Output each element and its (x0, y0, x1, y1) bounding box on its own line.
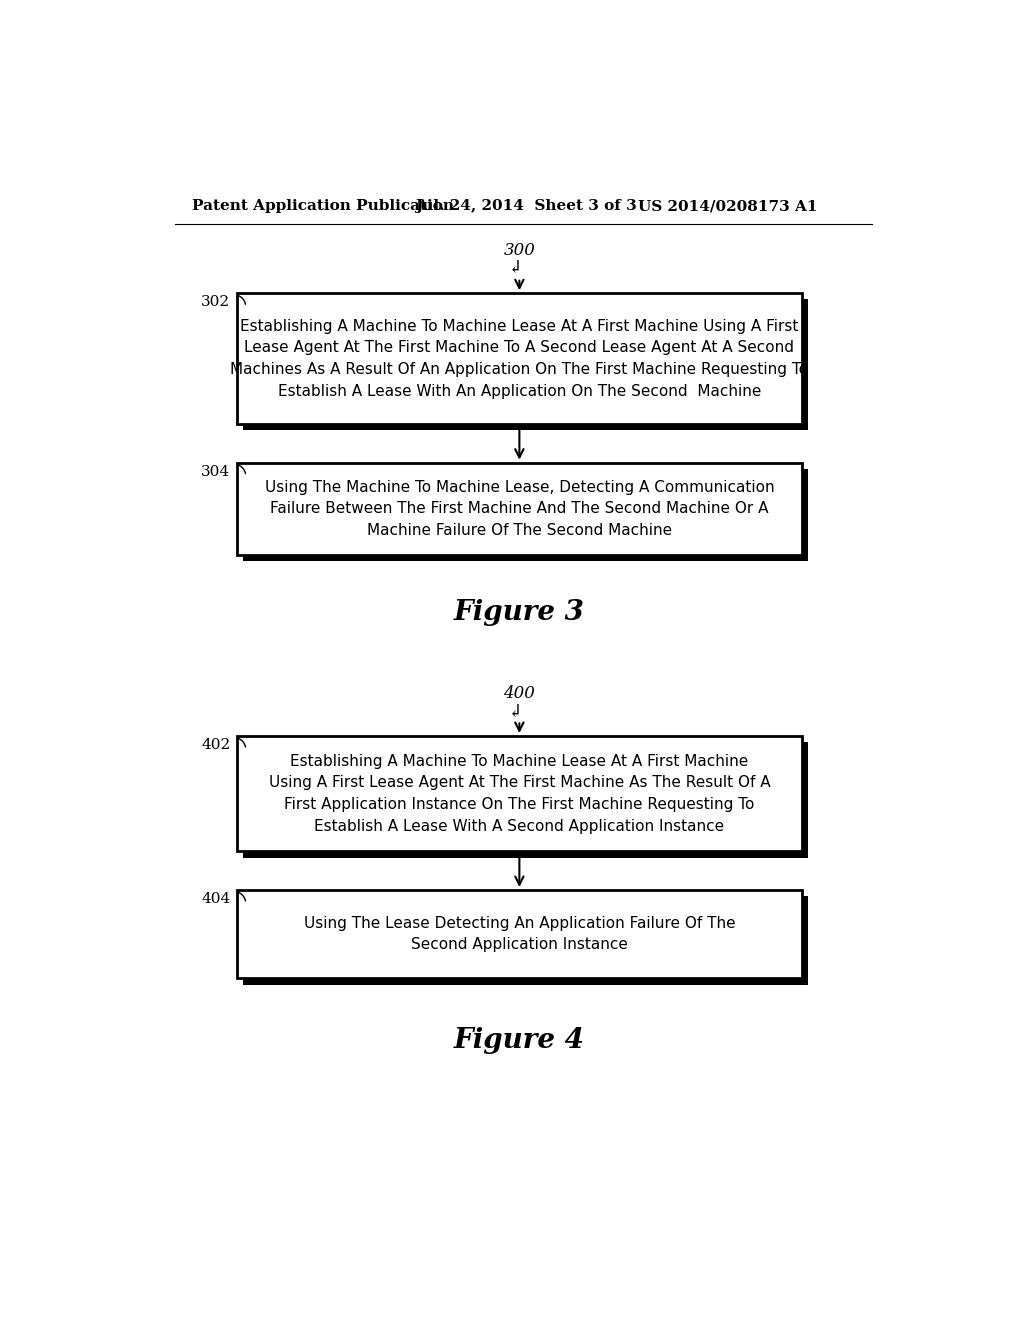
Bar (243, 300, 809, 430)
Text: 404: 404 (201, 892, 230, 907)
Bar (243, 469, 809, 561)
Text: 300: 300 (504, 243, 536, 259)
Text: Figure 4: Figure 4 (454, 1027, 585, 1053)
Text: Jul. 24, 2014  Sheet 3 of 3: Jul. 24, 2014 Sheet 3 of 3 (415, 199, 637, 213)
Text: 400: 400 (504, 685, 536, 702)
Text: ↲: ↲ (508, 702, 523, 721)
Text: Figure 3: Figure 3 (454, 599, 585, 626)
Bar (243, 742, 809, 858)
Text: 302: 302 (201, 296, 230, 309)
Text: 402: 402 (201, 738, 230, 752)
Text: ↲: ↲ (508, 259, 523, 277)
Text: Using The Machine To Machine Lease, Detecting A Communication
Failure Between Th: Using The Machine To Machine Lease, Dete… (264, 479, 774, 537)
Bar (243, 896, 809, 985)
Bar (237, 462, 802, 554)
Bar (237, 737, 802, 851)
Bar (237, 293, 802, 424)
Text: US 2014/0208173 A1: US 2014/0208173 A1 (638, 199, 817, 213)
Text: Patent Application Publication: Patent Application Publication (191, 199, 454, 213)
Text: Establishing A Machine To Machine Lease At A First Machine Using A First
Lease A: Establishing A Machine To Machine Lease … (230, 318, 808, 399)
Text: 304: 304 (201, 465, 230, 479)
Text: Using The Lease Detecting An Application Failure Of The
Second Application Insta: Using The Lease Detecting An Application… (303, 916, 735, 953)
Text: Establishing A Machine To Machine Lease At A First Machine
Using A First Lease A: Establishing A Machine To Machine Lease … (268, 754, 770, 833)
Bar (237, 890, 802, 978)
